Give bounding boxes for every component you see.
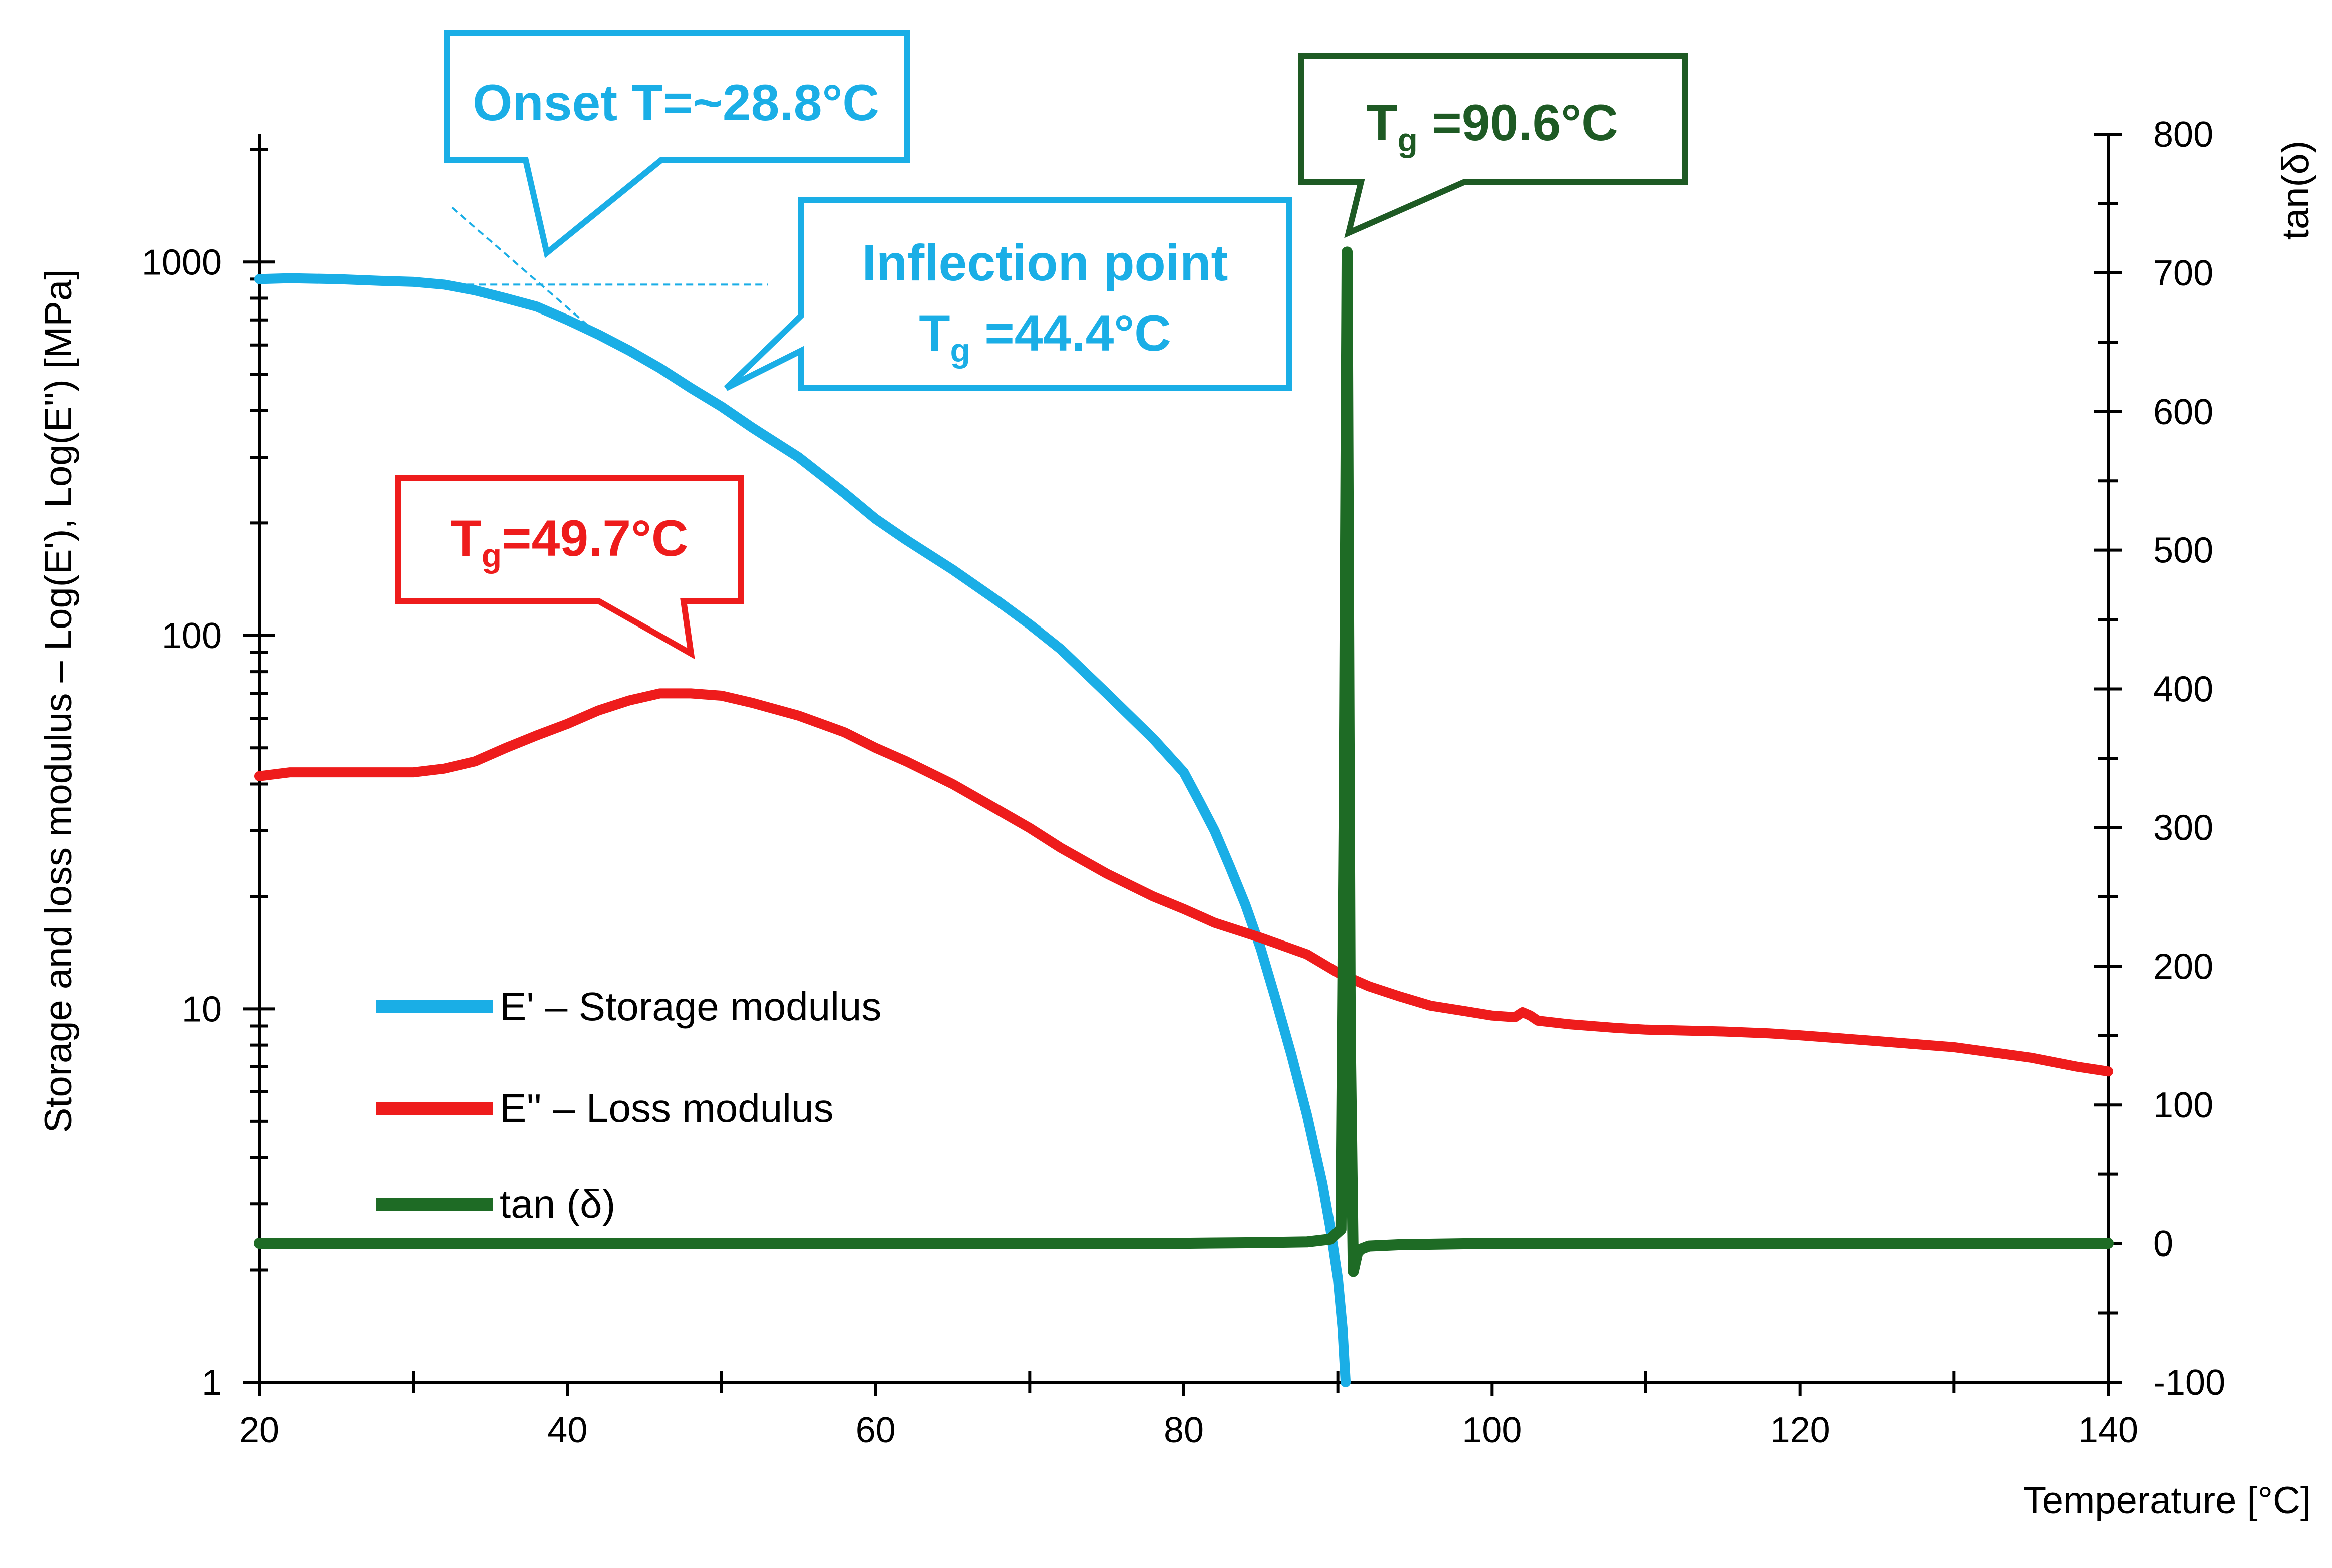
x-tick-label-60: 60 [856,1410,896,1450]
series-lines [254,246,2114,1387]
x-tick-label-140: 140 [2078,1410,2138,1450]
y-left-tick-label-1000: 1000 [142,242,222,282]
series-tan-delta [254,246,2114,1277]
y-left-axis-title: Storage and loss modulus – Log(E'), Log(… [37,269,80,1133]
y-right-tick-label-500: 500 [2153,531,2213,571]
y-right-tick-label--100: -100 [2153,1363,2225,1403]
legend: E' – Storage modulus E'' – Loss modulus … [376,984,881,1226]
callout-inflection-bubble [724,197,1292,391]
y-left-tick-label-10: 10 [182,989,222,1029]
y-left-tick-label-100: 100 [162,616,222,656]
ticks: 20 40 60 80 100 120 140 1 10 100 1000 -100 0 100 200 30… [142,115,2225,1450]
y-right-tick-label-700: 700 [2153,253,2213,293]
y-left-tick-label-1: 1 [202,1363,222,1403]
x-tick-label-20: 20 [239,1410,279,1450]
callout-tan-tg-bubble [1298,53,1688,238]
y-right-tick-label-600: 600 [2153,392,2213,432]
tangent-slope-line [451,206,599,336]
x-tick-label-100: 100 [1462,1410,1522,1450]
callout-onset-text: Onset T=~28.8°C [473,74,879,131]
callout-onset-bubble [444,30,910,258]
callout-loss-tg: Tg=49.7°C [395,475,744,660]
x-tick-label-80: 80 [1164,1410,1204,1450]
y-right-axis-title: tan(δ) [2274,141,2317,240]
x-tick-label-120: 120 [1770,1410,1830,1450]
series-loss-modulus [254,688,2113,1077]
legend-label-loss: E'' – Loss modulus [500,1086,833,1130]
legend-label-tan: tan (δ) [500,1182,615,1226]
y-right-tick-label-200: 200 [2153,947,2213,987]
callout-tan-tg: Tg =90.6°C [1298,53,1688,238]
x-tick-label-40: 40 [547,1410,587,1450]
tangent-lines [444,206,768,336]
y-right-tick-label-0: 0 [2153,1224,2173,1264]
callout-onset: Onset T=~28.8°C [444,30,910,258]
x-axis-title: Temperature [°C] [2023,1479,2311,1522]
y-right-tick-label-100: 100 [2153,1085,2213,1125]
y-right-tick-label-400: 400 [2153,670,2213,710]
callout-inflection-title: Inflection point [862,234,1228,291]
callout-loss-tg-bubble [395,475,744,660]
y-right-tick-label-800: 800 [2153,115,2213,155]
series-storage-modulus [254,273,1351,1387]
callout-inflection: Inflection point Tg =44.4°C [724,197,1292,391]
legend-label-storage: E' – Storage modulus [500,984,881,1029]
y-right-tick-label-300: 300 [2153,808,2213,848]
